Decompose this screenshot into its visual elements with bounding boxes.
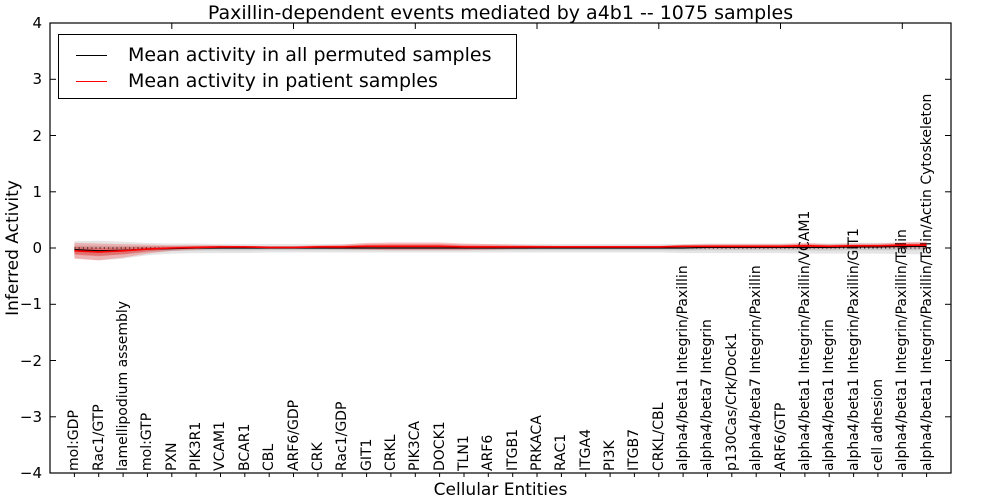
y-tick-label: −4 [19, 464, 42, 482]
y-tick-labels: −4 −3 −2 −1 0 1 2 3 4 [0, 0, 42, 500]
y-tick-label: 3 [32, 70, 42, 89]
y-tick-label: 0 [32, 239, 42, 257]
chart-title: Paxillin-dependent events mediated by a4… [207, 2, 794, 24]
x-axis-label: Cellular Entities [433, 480, 568, 500]
black-line-sample [76, 54, 107, 56]
red-line-sample [76, 80, 107, 82]
legend-item-patient: Mean activity in patient samples [76, 68, 516, 94]
series-1-mean-line [74, 244, 927, 253]
legend-label-permuted: Mean activity in all permuted samples [128, 44, 492, 66]
y-tick-label: 4 [32, 14, 42, 32]
y-tick-label: 1 [32, 182, 42, 201]
series-0-mean-line [74, 245, 927, 252]
axes-frame [49, 22, 952, 474]
legend: Mean activity in all permuted samples Me… [58, 34, 517, 99]
y-tick-label: −1 [19, 295, 42, 314]
y-tick-label: 2 [32, 126, 42, 145]
y-tick-label: −3 [19, 407, 42, 426]
legend-label-patient: Mean activity in patient samples [128, 70, 438, 92]
y-tick-label: −2 [19, 351, 42, 370]
legend-item-permuted: Mean activity in all permuted samples [76, 42, 516, 68]
